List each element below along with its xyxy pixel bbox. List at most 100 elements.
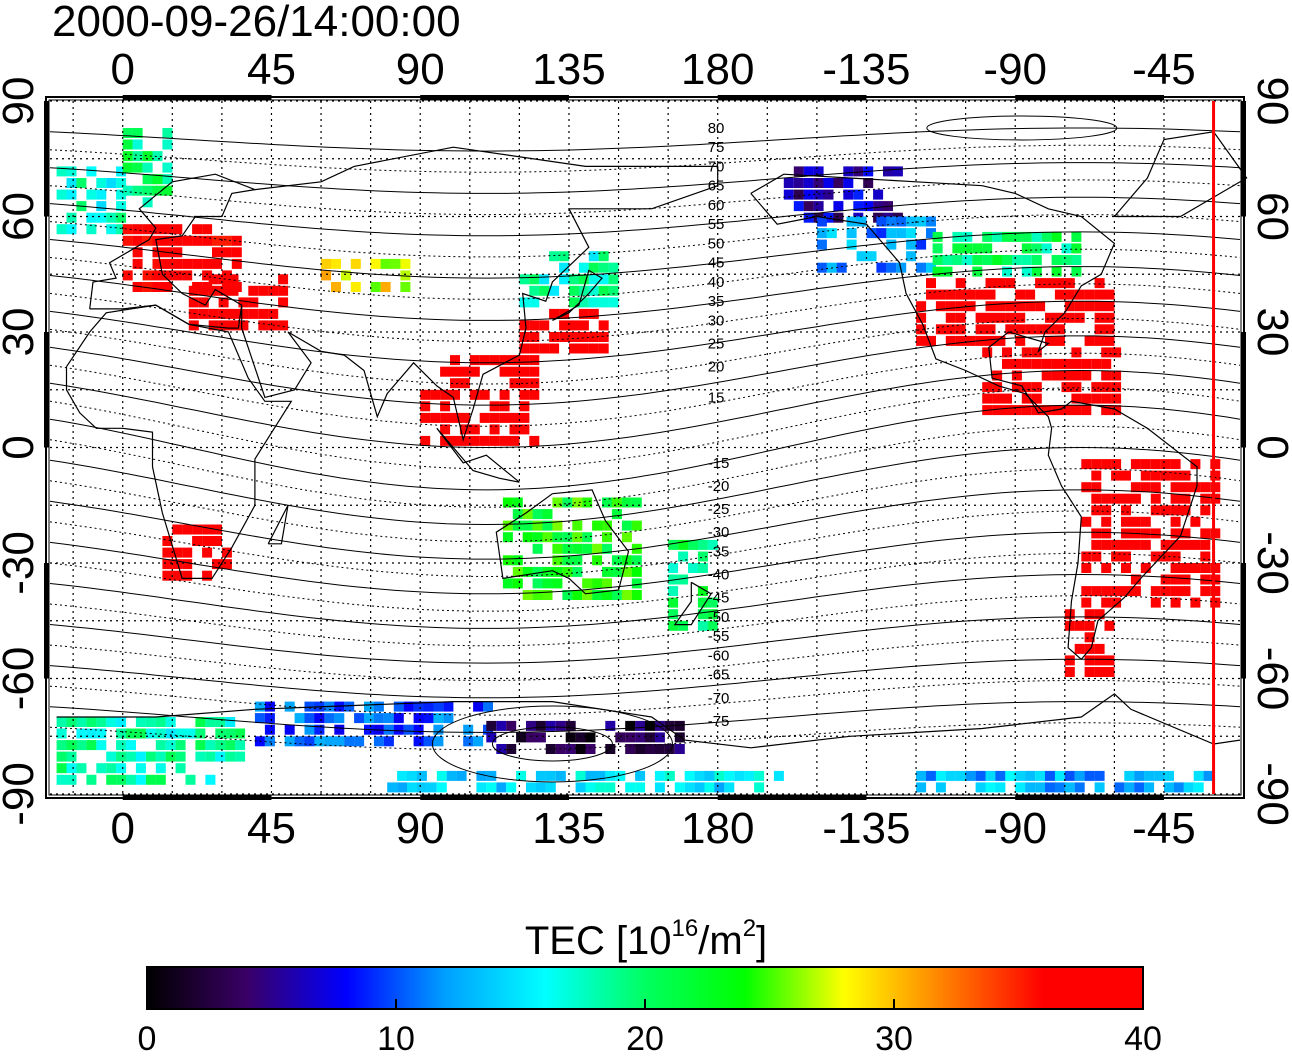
colorbar-tick-label: 40 xyxy=(1124,1020,1162,1057)
tec-cell xyxy=(955,289,966,300)
tec-cell xyxy=(96,201,107,212)
tec-cell xyxy=(793,166,804,177)
tec-cell xyxy=(883,166,893,177)
colorbar-tick-label: 30 xyxy=(875,1020,913,1057)
tec-cell xyxy=(122,235,133,246)
tec-cell xyxy=(945,301,956,312)
tec-cell xyxy=(707,597,718,608)
tec-cell xyxy=(76,717,87,727)
tec-cell xyxy=(578,274,589,285)
tec-cell xyxy=(1170,528,1181,539)
tec-cell xyxy=(56,189,67,200)
tec-cell xyxy=(512,509,523,520)
tec-cell xyxy=(512,520,523,531)
tec-cell xyxy=(509,355,520,366)
tec-cell xyxy=(522,532,533,543)
tec-cell xyxy=(145,751,156,762)
tec-cell xyxy=(473,701,484,712)
tec-cell xyxy=(344,701,355,712)
tec-cell xyxy=(509,435,520,446)
maglat-contour xyxy=(49,658,1241,699)
tec-cell xyxy=(202,235,213,246)
tec-cell xyxy=(965,289,976,300)
tec-cell xyxy=(56,717,67,727)
tec-cell xyxy=(390,258,401,269)
tec-cell xyxy=(86,224,97,235)
tec-cell xyxy=(545,782,556,793)
tec-cell xyxy=(66,212,77,223)
tec-cell xyxy=(1170,551,1181,562)
tec-cell xyxy=(225,740,236,751)
tec-cell xyxy=(803,166,814,177)
tec-cell xyxy=(235,728,246,739)
tec-cell xyxy=(714,782,725,793)
tec-cell xyxy=(578,343,589,354)
tec-cell xyxy=(132,258,143,269)
tec-cell xyxy=(1130,574,1141,585)
tec-cell xyxy=(1064,609,1075,620)
colorbar-tick-label: 20 xyxy=(626,1020,664,1057)
tec-cell xyxy=(393,724,404,735)
tec-cell xyxy=(635,744,646,754)
tec-cell xyxy=(932,231,943,242)
tec-cell xyxy=(135,728,146,739)
tec-region-22 xyxy=(916,770,1214,793)
tec-cell xyxy=(1071,231,1082,242)
tec-cell xyxy=(549,285,560,296)
tec-cell xyxy=(876,216,887,227)
coastline-3 xyxy=(495,489,630,595)
tec-cell xyxy=(935,289,946,300)
colorbar-label: TEC [1016/m2] xyxy=(0,905,1292,965)
tec-cell xyxy=(562,497,573,508)
tec-cell xyxy=(56,224,67,235)
tec-cell xyxy=(1170,459,1181,470)
tec-cell xyxy=(1203,770,1214,781)
tec-cell xyxy=(559,274,570,285)
tec-cell xyxy=(955,324,966,335)
tec-cell xyxy=(1041,405,1052,416)
tec-cell xyxy=(1054,335,1065,346)
maglat-contour xyxy=(49,214,1241,258)
colorbar-ticks: 0 10 20 30 40 xyxy=(138,999,1162,1057)
tec-cell xyxy=(654,732,665,743)
tec-cell xyxy=(678,551,689,562)
coastline-2 xyxy=(241,146,719,443)
tec-cell xyxy=(545,770,556,781)
tec-cell xyxy=(598,274,609,285)
tec-cell xyxy=(1002,393,1012,404)
tec-cell xyxy=(1091,358,1102,369)
tec-cell xyxy=(1193,782,1204,793)
tec-cell xyxy=(582,543,593,554)
lat-tick-left: 0 xyxy=(0,435,43,459)
maglat-contour xyxy=(49,531,1241,595)
tec-cell xyxy=(116,166,127,177)
tec-cell xyxy=(569,332,579,342)
tec-cell xyxy=(635,720,646,731)
tec-cell xyxy=(423,736,434,747)
tec-cell xyxy=(1144,770,1155,781)
tec-cell xyxy=(565,720,576,731)
tec-cell xyxy=(512,566,523,577)
tec-cell xyxy=(106,751,117,762)
tec-cell xyxy=(945,289,956,300)
tec-cell xyxy=(935,782,946,793)
tec-cell xyxy=(1011,405,1022,416)
tec-cell xyxy=(529,343,540,354)
tec-cell xyxy=(459,424,470,435)
tec-cell xyxy=(1154,770,1165,781)
tec-cell xyxy=(1071,370,1082,381)
tec-cell xyxy=(1101,358,1112,369)
tec-cell xyxy=(212,235,222,246)
tec-cell xyxy=(509,424,520,435)
tec-cell xyxy=(1121,470,1131,481)
tec-cell xyxy=(76,740,87,751)
contour-label: 75 xyxy=(708,139,725,156)
tec-cell xyxy=(886,228,897,239)
tec-cell xyxy=(172,270,183,281)
tec-cell xyxy=(529,332,540,342)
tec-cell xyxy=(598,343,609,354)
tec-cell xyxy=(572,590,583,600)
tec-cell xyxy=(423,701,434,712)
tec-cell xyxy=(572,532,583,543)
tec-cell xyxy=(916,770,927,781)
